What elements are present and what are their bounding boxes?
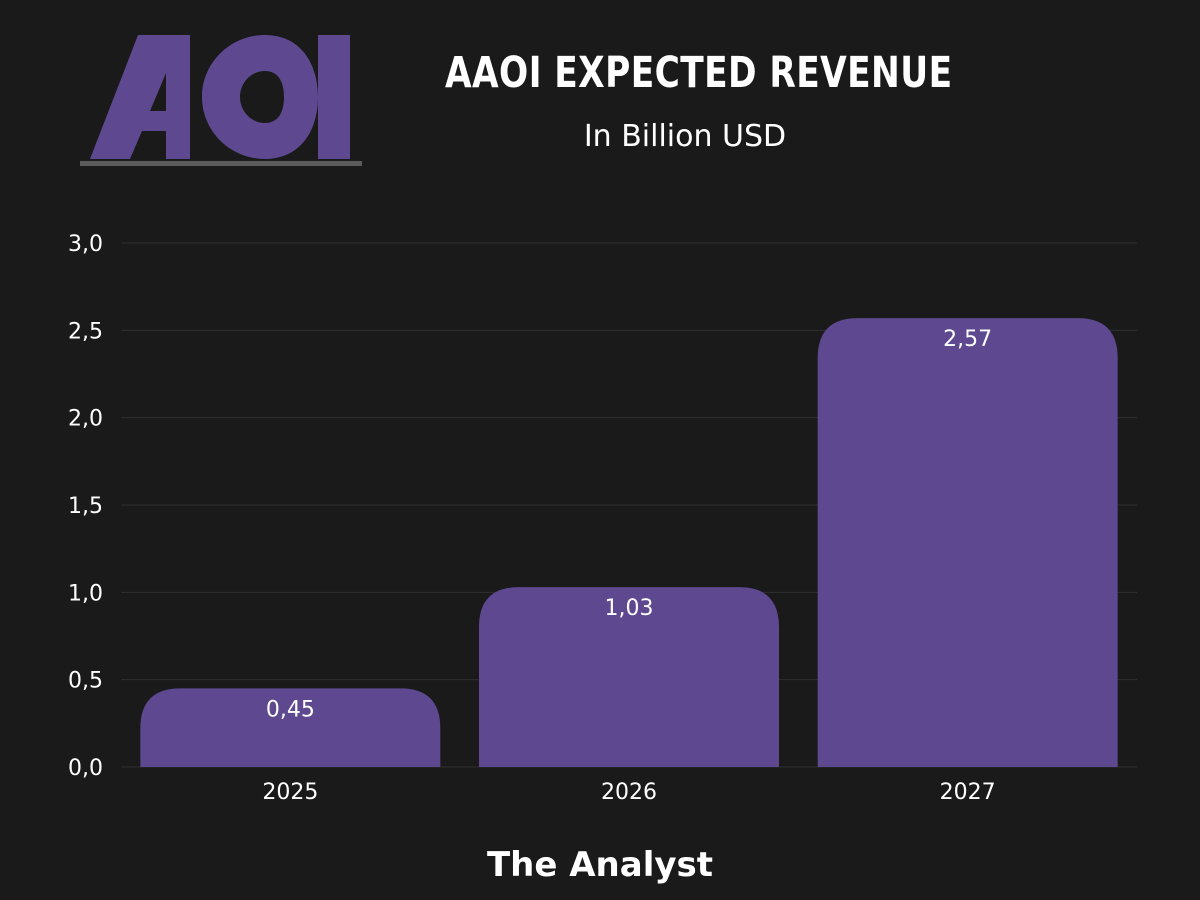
bar-2027 <box>817 318 1118 767</box>
x-tick-label: 2026 <box>601 780 657 805</box>
aoi-logo <box>80 35 362 166</box>
y-tick-label: 1,5 <box>68 494 103 519</box>
logo-letter-i <box>318 35 350 159</box>
chart-title: AAOI EXPECTED REVENUE <box>445 48 953 98</box>
logo-underline <box>80 161 362 166</box>
data-label: 2,57 <box>943 327 992 352</box>
y-tick-label: 2,0 <box>68 407 103 432</box>
y-tick-label: 1,0 <box>68 581 103 606</box>
y-tick-label: 3,0 <box>68 232 103 257</box>
y-tick-label: 2,5 <box>68 319 103 344</box>
x-tick-label: 2027 <box>940 780 996 805</box>
footer-credit: The Analyst <box>486 845 714 885</box>
logo-letter-o <box>202 35 318 159</box>
data-label: 0,45 <box>266 697 315 722</box>
y-tick-label: 0,0 <box>68 756 103 781</box>
chart-subtitle: In Billion USD <box>583 119 787 154</box>
y-tick-label: 0,5 <box>68 669 103 694</box>
logo-letter-a <box>90 35 190 159</box>
bar-2025 <box>140 688 441 767</box>
bar-2026 <box>479 587 779 767</box>
data-label: 1,03 <box>605 596 654 621</box>
x-tick-label: 2025 <box>262 780 318 805</box>
